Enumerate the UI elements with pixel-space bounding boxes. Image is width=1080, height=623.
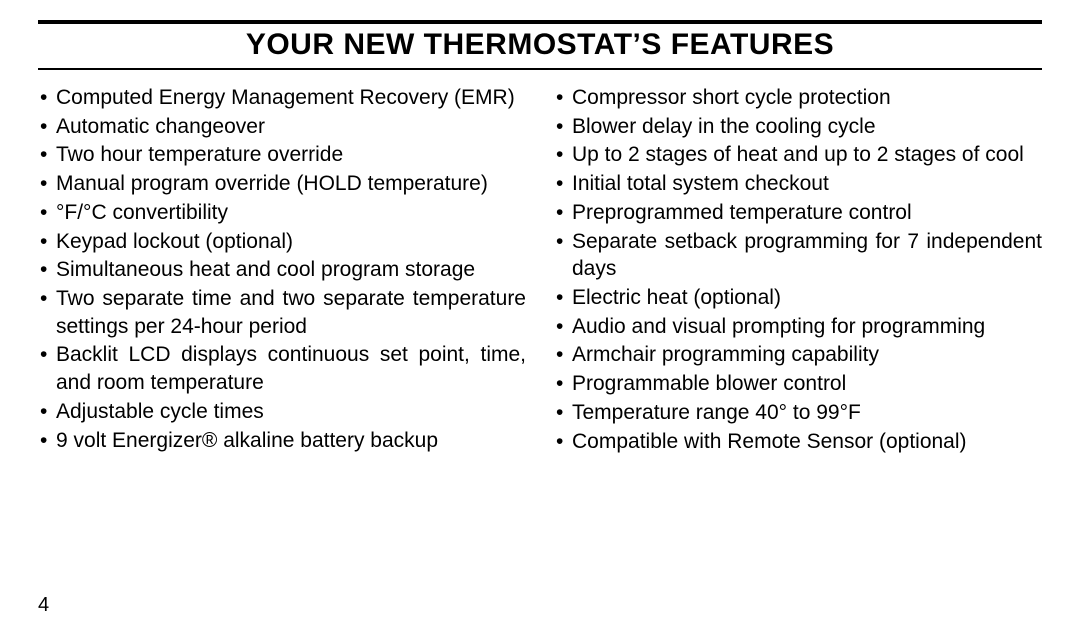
- feature-list-right: Compressor short cycle protectionBlower …: [554, 84, 1042, 455]
- left-column: Computed Energy Management Recovery (EMR…: [38, 84, 526, 456]
- feature-item: Computed Energy Management Recovery (EMR…: [38, 84, 526, 112]
- right-column: Compressor short cycle protectionBlower …: [554, 84, 1042, 456]
- feature-item: Backlit LCD displays continuous set poin…: [38, 341, 526, 396]
- feature-item: Electric heat (optional): [554, 284, 1042, 312]
- page-title: YOUR NEW THERMOSTAT’S FEATURES: [38, 24, 1042, 68]
- feature-item: Blower delay in the cooling cycle: [554, 113, 1042, 141]
- feature-item: Compressor short cycle protection: [554, 84, 1042, 112]
- feature-list-left: Computed Energy Management Recovery (EMR…: [38, 84, 526, 454]
- manual-page: YOUR NEW THERMOSTAT’S FEATURES Computed …: [0, 0, 1080, 623]
- feature-item: Audio and visual prompting for programmi…: [554, 313, 1042, 341]
- feature-item: Preprogrammed temperature control: [554, 199, 1042, 227]
- feature-item: Two hour temperature override: [38, 141, 526, 169]
- page-number: 4: [38, 594, 49, 617]
- feature-item: Programmable blower control: [554, 370, 1042, 398]
- feature-item: Up to 2 stages of heat and up to 2 stage…: [554, 141, 1042, 169]
- feature-item: Armchair programming capability: [554, 341, 1042, 369]
- feature-item: Separate setback programming for 7 indep…: [554, 228, 1042, 283]
- feature-item: Manual program override (HOLD temperatur…: [38, 170, 526, 198]
- feature-item: °F/°C convertibility: [38, 199, 526, 227]
- feature-item: Temperature range 40° to 99°F: [554, 399, 1042, 427]
- feature-item: Adjustable cycle times: [38, 398, 526, 426]
- feature-columns: Computed Energy Management Recovery (EMR…: [38, 84, 1042, 456]
- feature-item: Automatic changeover: [38, 113, 526, 141]
- feature-item: Two separate time and two separate tempe…: [38, 285, 526, 340]
- feature-item: Compatible with Remote Sensor (optional): [554, 428, 1042, 456]
- bottom-rule: [38, 68, 1042, 70]
- feature-item: Simultaneous heat and cool program stora…: [38, 256, 526, 284]
- feature-item: Keypad lockout (optional): [38, 228, 526, 256]
- feature-item: Initial total system checkout: [554, 170, 1042, 198]
- feature-item: 9 volt Energizer® alkaline battery backu…: [38, 427, 526, 455]
